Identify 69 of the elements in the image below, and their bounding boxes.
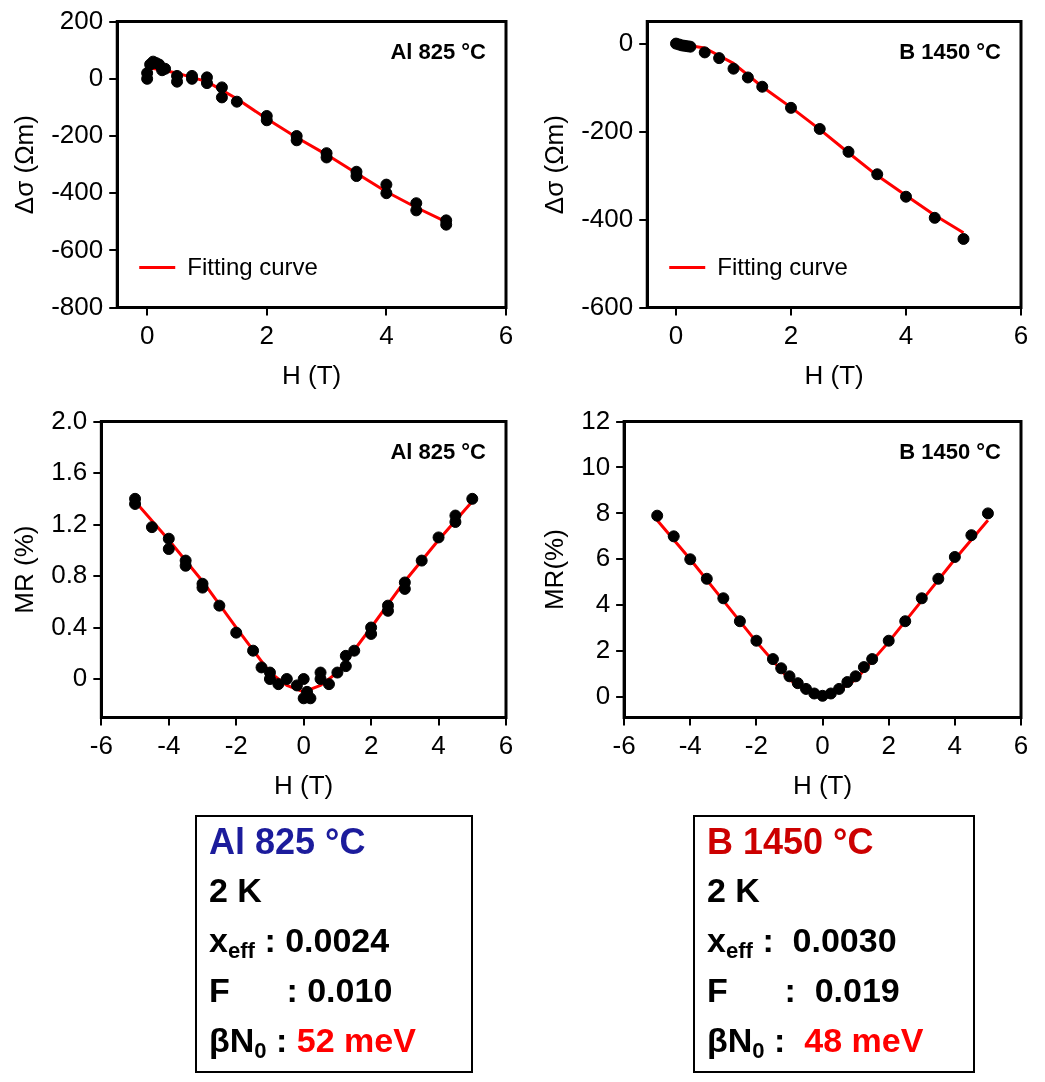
x-tick-label: 6 (1013, 320, 1029, 351)
x-tick-label: -6 (612, 730, 636, 761)
x-axis-title: H (T) (282, 359, 342, 390)
x-tick-label: -6 (89, 730, 113, 761)
x-tick-label: 2 (259, 320, 274, 351)
x-tick-label: 0 (815, 730, 830, 761)
x-tick-label: 2 (881, 730, 896, 761)
y-tick-label: 12 (581, 404, 611, 435)
x-tick-label: 4 (431, 730, 446, 761)
y-tick-label: 1.6 (51, 456, 88, 487)
x-tick-label: 0 (668, 320, 684, 351)
text: βN$_{0}$ : 48 meV (707, 1021, 924, 1063)
y-tick-label: 0 (595, 680, 611, 711)
y-tick-label: 10 (581, 450, 611, 481)
y-tick-label: 2 (595, 634, 611, 665)
x-tick-label: 4 (379, 320, 394, 351)
x-tick-label: 6 (498, 730, 514, 761)
x-axis-title: H (T) (804, 359, 864, 390)
x-tick-label: 6 (1013, 730, 1029, 761)
text: F : 0.010 (209, 970, 394, 1011)
y-tick-label: -600 (581, 290, 634, 321)
y-tick-label: 0 (88, 61, 104, 92)
x-axis-title: H (T) (274, 769, 334, 800)
y-axis-title: Δσ (Ωm) (538, 115, 569, 215)
y-tick-label: 0 (618, 26, 634, 57)
y-tick-label: 8 (595, 496, 611, 527)
y-tick-label: 200 (59, 4, 104, 35)
text: βN$_{0}$ : 52 meV (209, 1021, 416, 1063)
y-tick-label: 0 (72, 662, 88, 693)
x-tick-label: -2 (224, 730, 248, 761)
y-tick-label: 6 (595, 542, 611, 573)
text: F : 0.019 (707, 970, 901, 1011)
text: 2 K (209, 870, 263, 911)
y-axis-title: MR(%) (538, 529, 569, 611)
text: Al 825 °C (209, 820, 367, 864)
annotation: B 1450 °C (899, 438, 1002, 464)
text: B 1450 °C (707, 820, 875, 864)
y-tick-label: 0.8 (51, 559, 88, 590)
x-tick-label: 6 (498, 320, 514, 351)
text: x$_{eff}$ : 0.0030 (707, 920, 898, 965)
text: 2 K (707, 870, 761, 911)
y-tick-label: -600 (51, 233, 104, 264)
legend-label: Fitting curve (187, 253, 318, 281)
annotation: Al 825 °C (390, 438, 487, 464)
x-tick-label: -4 (157, 730, 181, 761)
x-tick-label: -4 (678, 730, 702, 761)
legend-label: Fitting curve (717, 253, 848, 281)
annotation: Al 825 °C (390, 38, 487, 64)
y-tick-label: 2.0 (51, 404, 88, 435)
y-tick-label: 1.2 (51, 507, 88, 538)
annotation: B 1450 °C (899, 38, 1002, 64)
x-tick-label: 0 (296, 730, 311, 761)
x-tick-label: 2 (363, 730, 379, 761)
y-tick-label: 4 (595, 588, 611, 619)
y-tick-label: -800 (51, 290, 104, 321)
y-axis-title: MR (%) (8, 525, 39, 614)
x-tick-label: 4 (947, 730, 963, 761)
y-tick-label: -400 (51, 176, 104, 207)
y-axis-title: Δσ (Ωm) (8, 115, 39, 215)
x-tick-label: 2 (783, 320, 799, 351)
x-tick-label: 0 (139, 320, 155, 351)
x-tick-label: 4 (898, 320, 914, 351)
y-tick-label: -200 (581, 114, 634, 145)
x-axis-title: H (T) (792, 769, 853, 800)
text: x$_{eff}$ : 0.0024 (209, 920, 391, 965)
y-tick-label: 0.4 (51, 610, 88, 641)
y-tick-label: -200 (51, 119, 104, 150)
y-tick-label: -400 (581, 202, 634, 233)
x-tick-label: -2 (744, 730, 768, 761)
